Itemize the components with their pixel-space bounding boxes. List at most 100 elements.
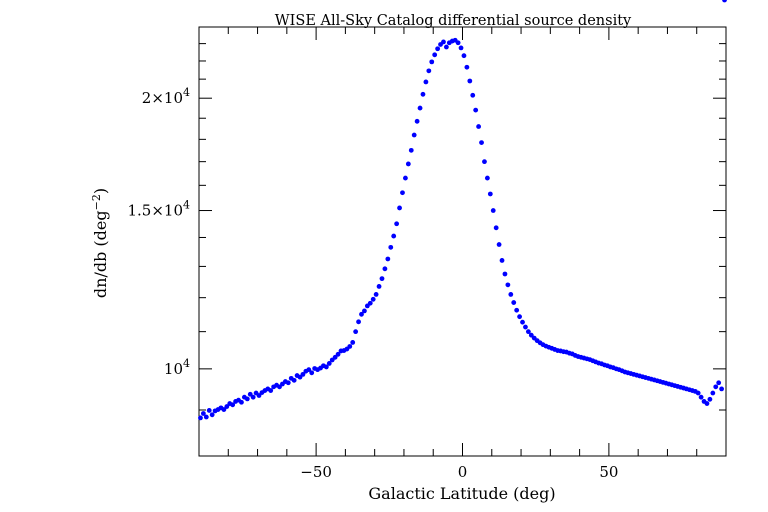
y-tick-label: 104 <box>164 357 190 378</box>
data-point <box>247 391 253 397</box>
data-point <box>467 78 473 84</box>
data-point <box>493 225 499 231</box>
data-point <box>514 307 520 313</box>
data-point <box>244 396 250 402</box>
data-point <box>707 396 713 402</box>
data-point <box>353 329 359 335</box>
data-point <box>256 393 262 398</box>
data-point <box>391 233 397 239</box>
data-point <box>350 340 356 345</box>
data-point <box>239 399 244 405</box>
data-point <box>230 402 236 408</box>
x-tick-labels: −50 0 50 <box>300 463 618 481</box>
data-point <box>370 296 376 302</box>
data-point <box>502 271 508 277</box>
data-point <box>420 91 426 97</box>
y-axis-label-superscript: −2 <box>90 194 103 210</box>
data-point <box>347 344 353 349</box>
chart-title: WISE All-Sky Catalog differential source… <box>275 13 632 29</box>
data-point <box>695 390 701 396</box>
data-point <box>335 351 341 357</box>
data-point <box>423 79 429 85</box>
y-axis-label: dn/db (deg−2) <box>90 188 110 298</box>
data-point <box>722 0 727 3</box>
data-point <box>397 205 402 211</box>
data-point <box>523 324 528 330</box>
data-point <box>487 191 493 197</box>
data-point <box>511 300 517 305</box>
data-point <box>382 266 388 272</box>
data-point <box>517 314 522 320</box>
data-point <box>528 332 534 338</box>
data-point <box>698 394 704 400</box>
y-axis-label-main: dn/db (deg <box>91 210 110 298</box>
data-point <box>441 39 446 45</box>
data-point <box>525 329 531 335</box>
data-point <box>373 292 379 297</box>
data-point <box>520 319 525 325</box>
x-tick-label: 0 <box>458 463 468 481</box>
data-point <box>473 107 479 113</box>
data-point <box>206 408 212 413</box>
data-point <box>432 52 438 58</box>
data-point <box>429 59 435 65</box>
data-point <box>476 124 482 129</box>
data-point <box>719 386 725 392</box>
data-points <box>198 0 727 421</box>
data-point <box>400 190 405 196</box>
y-tick-label: 2×104 <box>142 86 190 107</box>
data-point <box>482 159 487 165</box>
data-point <box>385 256 391 262</box>
data-point <box>300 371 306 377</box>
data-point <box>198 415 203 421</box>
data-point <box>405 161 411 167</box>
data-point <box>203 414 209 420</box>
y-tick-label: 1.5×104 <box>127 199 190 220</box>
data-point <box>309 370 315 376</box>
data-point <box>221 407 227 412</box>
data-point <box>414 118 420 124</box>
data-point <box>356 319 361 325</box>
data-point <box>443 44 449 50</box>
data-point <box>362 308 367 314</box>
data-point <box>499 258 505 263</box>
data-point <box>458 45 464 51</box>
data-point <box>505 282 511 288</box>
data-point <box>508 292 514 297</box>
data-point <box>376 284 382 289</box>
data-point <box>479 140 484 146</box>
data-point <box>224 404 230 409</box>
data-point <box>461 53 467 59</box>
data-point <box>426 68 432 74</box>
data-point <box>403 175 408 181</box>
plot-frame <box>198 26 727 457</box>
data-point <box>268 388 274 393</box>
x-tick-label: 50 <box>599 463 618 481</box>
data-point <box>710 390 716 396</box>
data-point <box>394 221 400 227</box>
data-point <box>250 394 256 400</box>
data-point <box>359 311 364 317</box>
data-point <box>435 46 441 52</box>
data-point <box>209 412 215 418</box>
data-point <box>417 105 423 111</box>
data-point <box>367 300 373 306</box>
data-point <box>490 208 496 213</box>
x-axis-label: Galactic Latitude (deg) <box>368 484 555 503</box>
data-point <box>704 401 710 406</box>
data-point <box>455 40 461 46</box>
data-point <box>470 92 476 98</box>
x-tick-label: −50 <box>300 463 332 481</box>
y-tick-labels: 104 1.5×104 2×104 <box>127 86 190 378</box>
data-point <box>326 361 332 366</box>
data-point <box>713 384 719 390</box>
data-point <box>716 380 722 386</box>
data-point <box>306 367 312 373</box>
data-point <box>291 377 297 383</box>
data-point <box>285 380 291 386</box>
data-point <box>408 147 414 153</box>
y-axis-label-close: ) <box>91 188 110 194</box>
data-point <box>379 276 385 282</box>
axis-ticks <box>198 26 727 457</box>
